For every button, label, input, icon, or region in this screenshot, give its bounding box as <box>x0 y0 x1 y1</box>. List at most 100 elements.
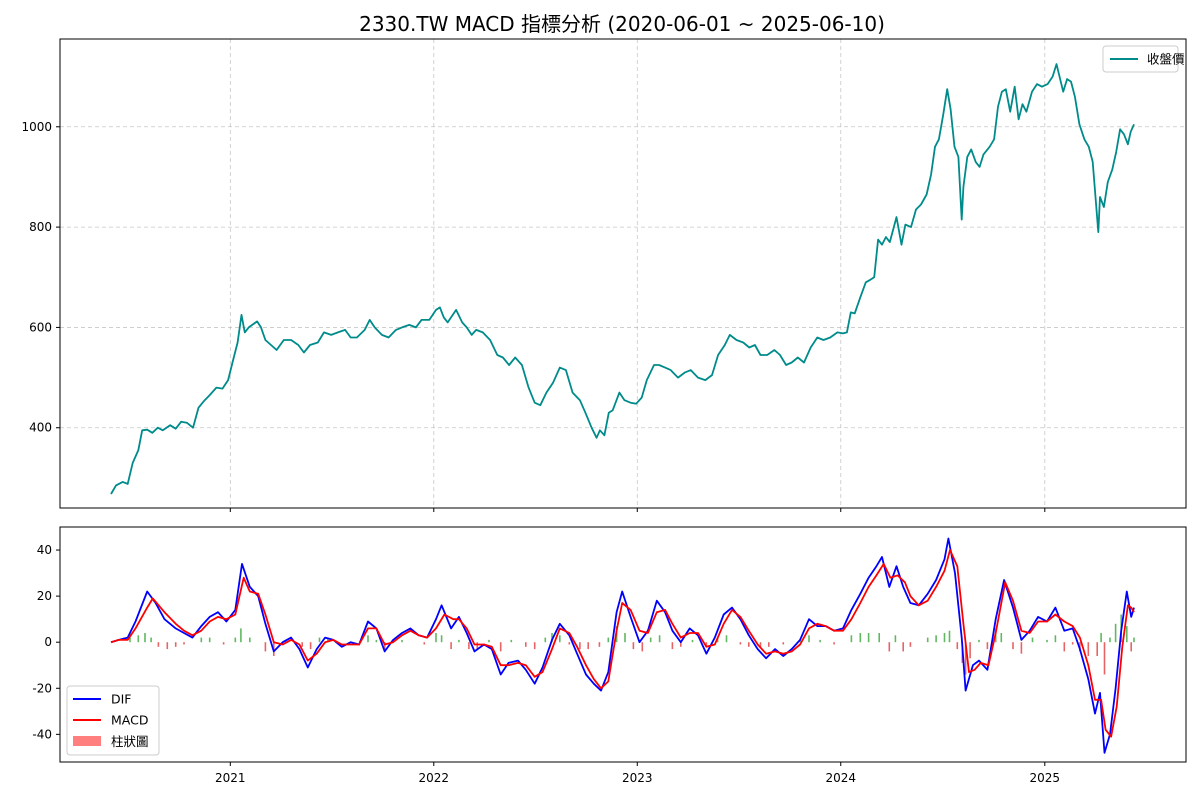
histogram-bar <box>318 637 321 643</box>
histogram-bar <box>632 642 635 650</box>
histogram-bar <box>476 642 479 650</box>
histogram-bar <box>969 642 971 659</box>
histogram-bar <box>671 642 674 650</box>
histogram-bar <box>249 637 251 643</box>
histogram-bar <box>579 642 581 650</box>
price-legend-box <box>1102 45 1179 73</box>
price-y-tick-label: 600 <box>29 320 52 334</box>
histogram-bar <box>598 642 601 647</box>
histogram-bar <box>240 628 242 643</box>
histogram-bar <box>137 635 140 643</box>
histogram-bar <box>468 642 470 650</box>
price-legend: 收盤價 <box>1102 45 1185 73</box>
histogram-bar <box>986 642 989 650</box>
macd-x-tick-label: 2023 <box>622 771 653 785</box>
histogram-bar <box>1012 642 1014 650</box>
price-legend-label: 收盤價 <box>1147 52 1185 67</box>
histogram-bar <box>1071 642 1074 645</box>
histogram-bar <box>948 630 951 643</box>
price-plot-frame <box>59 38 1187 509</box>
histogram-bar <box>658 635 661 643</box>
histogram-bar <box>450 642 452 650</box>
histogram-bar <box>1100 633 1102 643</box>
histogram-bar <box>525 642 527 647</box>
histogram-bar <box>1020 642 1023 654</box>
histogram-bar <box>1046 639 1048 643</box>
legend-label-dif: DIF <box>111 692 132 707</box>
chart-title: 2330.TW MACD 指標分析 (2020-06-01 ~ 2025-06-… <box>359 12 885 36</box>
histogram-bar <box>964 642 967 675</box>
histogram-bar <box>435 633 437 643</box>
macd-line <box>110 549 1135 738</box>
macd-x-tick-label: 2021 <box>215 771 246 785</box>
macd-x-ticks: 2021 2022 2023 2024 2025 <box>215 762 1060 785</box>
histogram-bar <box>309 642 312 650</box>
macd-x-tick-label: 2022 <box>419 771 450 785</box>
macd-y-tick-label: -40 <box>32 727 52 741</box>
macd-y-tick-label: -20 <box>32 681 52 695</box>
histogram-bar <box>208 637 211 643</box>
legend-label-macd: MACD <box>111 713 148 728</box>
histogram-bar <box>691 639 694 643</box>
macd-plot-frame <box>59 526 1187 763</box>
histogram-bar <box>150 637 152 643</box>
histogram-bar <box>327 637 329 643</box>
histogram-bar <box>1130 642 1132 652</box>
histogram-bar <box>978 639 980 643</box>
histogram-bar <box>1063 642 1066 652</box>
histogram-bar <box>1000 633 1003 643</box>
histogram-bar <box>768 642 770 647</box>
histogram-bar <box>894 635 897 643</box>
histogram-bar <box>144 633 146 643</box>
histogram-bar <box>129 637 131 643</box>
histogram-bar <box>200 637 203 643</box>
histogram-bar <box>926 637 929 643</box>
histogram-bar <box>859 633 862 643</box>
histogram-bar <box>458 639 460 643</box>
histogram-bar <box>943 633 946 643</box>
histogram-bar <box>1109 637 1111 643</box>
histogram-bar <box>739 642 742 645</box>
dif-line <box>110 537 1135 754</box>
macd-lines <box>110 537 1135 754</box>
histogram-bar <box>264 642 267 652</box>
histogram-bar <box>680 642 682 647</box>
histogram-bar <box>1031 637 1034 643</box>
macd-x-tick-label: 2025 <box>1030 771 1061 785</box>
macd-legend: DIF MACD 柱狀圖 <box>66 685 160 756</box>
histogram-bar <box>1103 642 1106 675</box>
price-gridlines <box>60 39 1186 508</box>
histogram-bar <box>559 635 561 643</box>
histogram-bar <box>1114 623 1117 643</box>
histogram-bar <box>725 635 728 643</box>
histogram-bar <box>878 633 880 643</box>
histogram-bar <box>888 642 891 652</box>
price-lines <box>110 63 1135 495</box>
macd-y-tick-label: 40 <box>37 543 52 557</box>
histogram-bar <box>510 639 513 643</box>
price-x-ticks <box>229 508 1046 512</box>
histogram-bar <box>1096 642 1098 656</box>
price-y-ticks: 400 600 800 1000 <box>21 120 60 435</box>
histogram-bar <box>544 637 547 643</box>
histogram-bar <box>234 637 237 643</box>
legend-label-histogram: 柱狀圖 <box>111 734 149 749</box>
histogram-bar <box>533 642 536 650</box>
histogram-bar <box>375 639 378 643</box>
histogram-bar <box>808 635 810 643</box>
histogram-bar <box>440 635 443 643</box>
macd-panel: -40 -20 0 20 40 2021 2022 2023 2024 2025 DIF MAC… <box>32 526 1187 785</box>
histogram-bar <box>705 642 708 647</box>
histogram-bar <box>488 639 490 643</box>
price-y-tick-label: 400 <box>29 421 52 435</box>
histogram-bar <box>174 642 177 647</box>
histogram-bar <box>423 642 426 645</box>
price-y-tick-label: 800 <box>29 220 52 234</box>
histogram-bar <box>867 633 870 643</box>
histogram-bar <box>1126 626 1128 643</box>
macd-y-tick-label: 20 <box>37 589 52 603</box>
histogram-bar <box>759 642 762 647</box>
close-price-line <box>110 63 1135 495</box>
histogram-bar <box>551 633 553 643</box>
